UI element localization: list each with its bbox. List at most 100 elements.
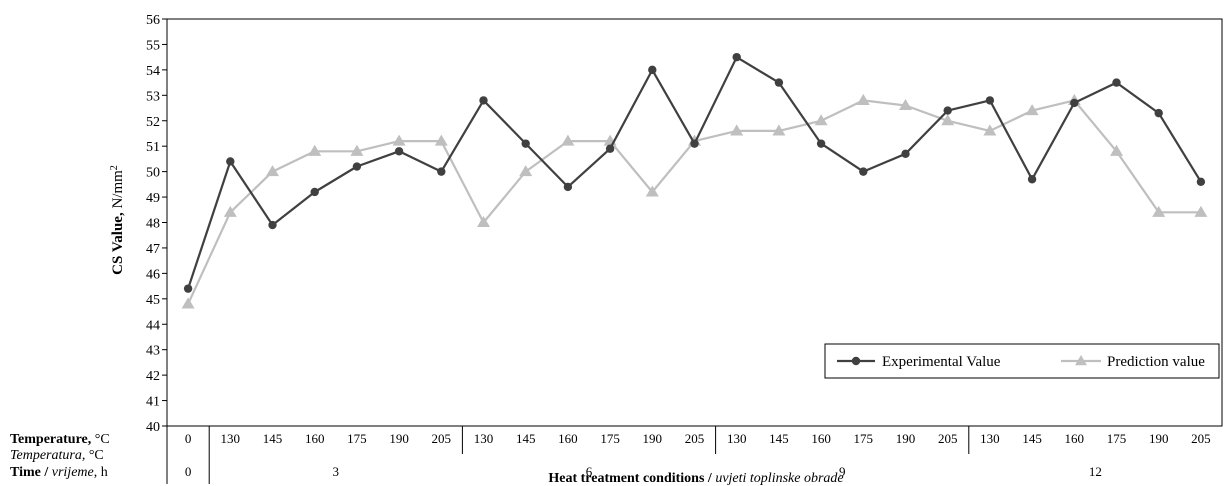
- point-prediction: [1025, 104, 1039, 116]
- y-tick-label: 44: [146, 318, 160, 333]
- point-prediction: [899, 98, 912, 111]
- point-prediction: [392, 134, 406, 146]
- row-label-time: Time / vrijeme, h: [10, 465, 108, 480]
- point-experimental: [310, 187, 319, 197]
- x-tick-label-temperature: 175: [600, 431, 620, 446]
- point-experimental: [268, 220, 277, 230]
- x-tick-label-temperature: 205: [1191, 431, 1211, 446]
- point-experimental: [1112, 78, 1121, 87]
- point-prediction: [350, 144, 364, 156]
- legend-marker-prediction: [1075, 355, 1087, 366]
- y-tick-label: 48: [146, 217, 160, 232]
- legend-box: [824, 343, 1220, 379]
- y-tick-label: 41: [146, 395, 160, 410]
- y-tick-label: 40: [146, 420, 160, 435]
- point-prediction: [519, 165, 533, 177]
- legend-label-experimental: Experimental Value: [882, 354, 1001, 370]
- x-tick-label-temperature: 175: [347, 431, 367, 446]
- x-tick-label-temperature: 130: [474, 431, 494, 446]
- point-experimental: [352, 162, 362, 171]
- series-line-prediction: [187, 99, 1201, 305]
- point-experimental: [648, 65, 657, 75]
- point-experimental: [226, 157, 235, 166]
- y-tick-label: 56: [146, 13, 160, 28]
- y-tick-label: 52: [146, 115, 160, 130]
- x-tick-label-temperature: 130: [727, 431, 747, 446]
- x-axis-title: Heat treatment conditions / uvjeti topli…: [548, 471, 843, 486]
- point-experimental: [521, 139, 530, 148]
- point-prediction: [477, 216, 490, 228]
- x-group-label-time: 9: [839, 464, 846, 479]
- x-group-label-time: 3: [333, 464, 340, 479]
- point-prediction: [308, 144, 322, 156]
- x-group-label-time: 6: [586, 464, 593, 479]
- x-tick-label-temperature: 190: [643, 431, 663, 446]
- point-experimental: [690, 139, 699, 148]
- series-line-experimental: [187, 56, 1202, 289]
- y-tick-label: 49: [146, 191, 160, 206]
- point-prediction: [856, 93, 870, 105]
- point-prediction: [181, 297, 195, 309]
- x-tick-label-temperature: 130: [221, 431, 241, 446]
- point-prediction: [1110, 144, 1123, 156]
- x-tick-label-temperature: 190: [896, 431, 916, 446]
- x-tick-label-temperature: 205: [685, 431, 705, 446]
- point-experimental: [605, 144, 615, 153]
- point-experimental: [943, 106, 952, 115]
- x-tick-label-temperature: 145: [1022, 431, 1042, 446]
- x-group-label-time: 0: [185, 464, 192, 479]
- y-tick-label: 46: [146, 267, 160, 282]
- row-label-temperature: Temperature, °C: [10, 432, 110, 447]
- x-tick-label-temperature: 175: [1107, 431, 1127, 446]
- y-tick-label: 53: [146, 89, 160, 104]
- y-tick-label: 42: [146, 369, 160, 384]
- legend-label-prediction: Prediction value: [1107, 354, 1205, 370]
- point-prediction: [772, 124, 786, 136]
- x-tick-label-temperature: 160: [558, 431, 578, 446]
- y-tick-label: 43: [146, 344, 160, 359]
- point-experimental: [563, 182, 573, 192]
- point-experimental: [816, 139, 826, 148]
- y-tick-label: 55: [146, 38, 160, 53]
- point-prediction: [434, 134, 448, 146]
- point-experimental: [1196, 177, 1206, 186]
- x-tick-label-temperature: 205: [938, 431, 958, 446]
- y-tick-label: 50: [146, 166, 160, 181]
- x-tick-label-temperature: 175: [854, 431, 874, 446]
- point-prediction: [983, 124, 997, 136]
- point-experimental: [859, 167, 868, 176]
- point-prediction: [814, 114, 828, 126]
- point-prediction: [730, 124, 744, 136]
- x-tick-label-temperature: 145: [263, 431, 283, 446]
- x-tick-label-temperature: 145: [769, 431, 789, 446]
- point-experimental: [732, 52, 741, 62]
- point-experimental: [1154, 108, 1163, 118]
- y-tick-label: 54: [146, 64, 160, 79]
- x-tick-label-temperature: 205: [432, 431, 452, 446]
- row-label-temperatura: Temperatura, °C: [10, 448, 104, 463]
- x-tick-label-temperature: 160: [811, 431, 831, 446]
- point-experimental: [774, 78, 784, 87]
- point-prediction: [941, 114, 955, 126]
- x-tick-label-temperature: 160: [1065, 431, 1085, 446]
- x-tick-label-temperature: 0: [185, 431, 192, 446]
- legend-marker-experimental: [851, 356, 861, 366]
- x-tick-label-temperature: 160: [305, 431, 325, 446]
- x-tick-label-temperature: 145: [516, 431, 536, 446]
- point-prediction: [1194, 205, 1208, 217]
- point-prediction: [1152, 205, 1166, 217]
- point-prediction: [223, 205, 237, 217]
- point-prediction: [266, 165, 279, 177]
- point-experimental: [394, 147, 404, 156]
- point-experimental: [1070, 98, 1079, 108]
- x-tick-label-temperature: 190: [1149, 431, 1169, 446]
- point-experimental: [1027, 175, 1037, 184]
- x-tick-label-temperature: 130: [980, 431, 1000, 446]
- point-prediction: [645, 185, 659, 197]
- point-experimental: [901, 149, 910, 159]
- x-tick-label-temperature: 190: [389, 431, 409, 446]
- y-tick-label: 51: [146, 140, 160, 155]
- point-experimental: [183, 284, 193, 293]
- y-axis-title: CS Value, N/mm2: [109, 165, 127, 275]
